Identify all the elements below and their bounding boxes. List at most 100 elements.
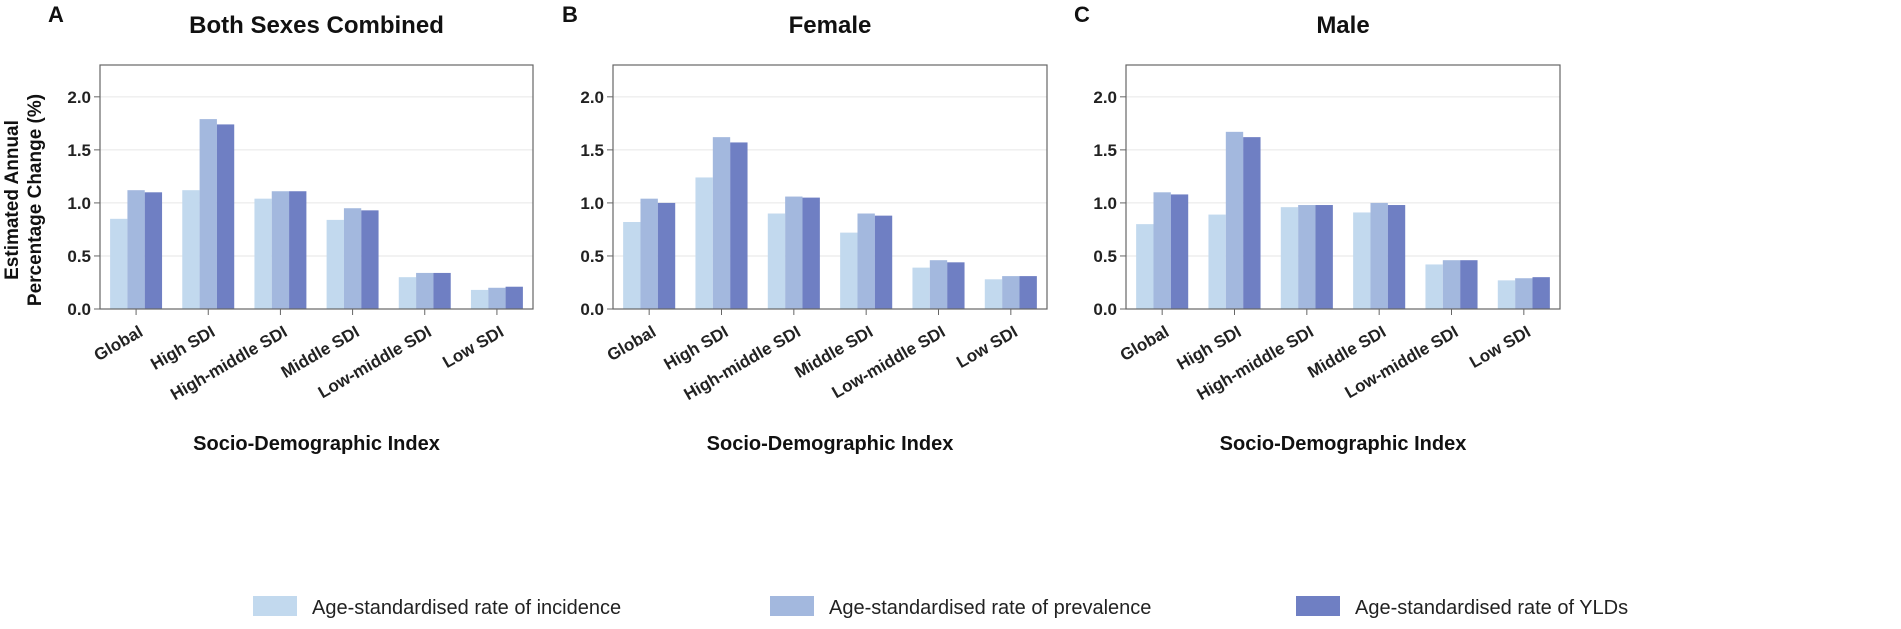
- bar-C-incidence-1: [1208, 214, 1226, 309]
- x-tick-label: Global: [91, 322, 146, 365]
- bar-B-prevalence-2: [785, 196, 803, 309]
- panels: A Both Sexes Combined 0.0 0.5 1.0 1.5 2.0 Globa…: [48, 2, 1561, 455]
- bar-B-prevalence-5: [1002, 276, 1020, 309]
- bar-B-prevalence-0: [640, 198, 658, 309]
- x-axis-label-B: Socio-Demographic Index: [707, 433, 954, 455]
- bar-C-incidence-3: [1353, 212, 1371, 309]
- y-tick-label: 2.0: [580, 88, 604, 107]
- bar-B-ylds-0: [657, 202, 676, 309]
- panel-title-C: Male: [1316, 12, 1369, 39]
- legend-label-ylds: Age-standardised rate of YLDs: [1355, 597, 1628, 619]
- legend: Age-standardised rate of incidence Age-s…: [253, 596, 1628, 619]
- y-tick-label: 0.0: [580, 300, 604, 319]
- bar-A-ylds-1: [216, 124, 235, 309]
- y-tick-label: 1.5: [67, 141, 91, 160]
- panel-letter-C: C: [1074, 2, 1090, 27]
- plot-frame: [99, 64, 534, 310]
- bar-B-ylds-3: [874, 215, 893, 309]
- bar-C-ylds-2: [1315, 205, 1333, 309]
- y-tick-label: 0.0: [67, 300, 91, 319]
- bar-A-prevalence-1: [199, 119, 217, 309]
- y-tick-label: 1.5: [1093, 141, 1117, 160]
- bar-A-incidence-1: [182, 190, 200, 309]
- bar-B-ylds-2: [802, 197, 820, 309]
- y-axis-label-line1: Estimated Annual: [2, 120, 23, 280]
- bar-B-incidence-1: [695, 177, 713, 309]
- bar-B-incidence-0: [623, 222, 641, 309]
- bar-C-ylds-1: [1243, 137, 1261, 309]
- bar-C-incidence-2: [1280, 207, 1299, 309]
- bar-C-prevalence-5: [1515, 278, 1533, 309]
- bar-A-prevalence-5: [488, 287, 506, 309]
- bar-B-incidence-2: [767, 213, 786, 309]
- bar-B-ylds-5: [1019, 276, 1037, 309]
- legend-swatch-prevalence: [770, 596, 814, 616]
- x-tick-label: Low SDI: [439, 322, 507, 372]
- bar-C-ylds-0: [1170, 194, 1189, 309]
- panel-letter-A: A: [48, 2, 64, 27]
- bar-A-prevalence-3: [343, 208, 362, 309]
- bar-A-incidence-0: [110, 218, 128, 309]
- bar-A-incidence-2: [254, 198, 272, 309]
- bar-A-incidence-5: [470, 289, 489, 309]
- bar-C-incidence-5: [1497, 280, 1516, 309]
- bar-C-prevalence-0: [1153, 192, 1171, 309]
- bar-A-incidence-3: [326, 219, 344, 309]
- bar-A-ylds-4: [433, 272, 451, 309]
- legend-swatch-incidence: [253, 596, 297, 616]
- bar-B-ylds-4: [947, 262, 965, 309]
- y-axis-label-line2: Percentage Change (%): [25, 94, 46, 306]
- bar-C-incidence-4: [1425, 264, 1443, 309]
- y-tick-label: 2.0: [67, 88, 91, 107]
- x-tick-label: Low SDI: [1466, 322, 1534, 372]
- legend-swatch-ylds: [1296, 596, 1340, 616]
- bar-A-prevalence-2: [271, 191, 290, 309]
- bar-C-ylds-3: [1387, 205, 1406, 309]
- y-tick-label: 0.5: [580, 247, 604, 266]
- y-tick-label: 0.5: [1093, 247, 1117, 266]
- legend-label-incidence: Age-standardised rate of incidence: [312, 597, 621, 619]
- y-tick-label: 2.0: [1093, 88, 1117, 107]
- x-tick-label: Global: [604, 322, 659, 365]
- plot-frame: [1125, 64, 1561, 310]
- plot-frame: [612, 64, 1048, 310]
- bar-C-ylds-4: [1460, 260, 1478, 309]
- bar-A-ylds-3: [361, 210, 379, 309]
- bar-B-prevalence-1: [712, 137, 731, 309]
- x-tick-label: Low SDI: [953, 322, 1021, 372]
- y-tick-label: 1.0: [67, 194, 91, 213]
- bar-C-prevalence-4: [1442, 260, 1461, 309]
- bar-A-incidence-4: [398, 277, 417, 309]
- bar-B-ylds-1: [730, 142, 748, 309]
- panel-title-B: Female: [789, 12, 872, 39]
- y-tick-label: 0.0: [1093, 300, 1117, 319]
- bar-A-ylds-0: [144, 192, 163, 309]
- bar-A-ylds-2: [289, 191, 307, 309]
- y-tick-label: 1.0: [580, 194, 604, 213]
- bar-A-prevalence-4: [416, 272, 434, 309]
- panel-letter-B: B: [562, 2, 578, 27]
- x-tick-label: Global: [1117, 322, 1172, 365]
- legend-label-prevalence: Age-standardised rate of prevalence: [829, 597, 1151, 619]
- bar-C-prevalence-1: [1225, 131, 1244, 309]
- x-axis-label-C: Socio-Demographic Index: [1220, 433, 1467, 455]
- y-tick-label: 1.5: [580, 141, 604, 160]
- panel-title-A: Both Sexes Combined: [189, 12, 444, 39]
- bar-C-prevalence-2: [1298, 205, 1316, 309]
- bar-C-incidence-0: [1136, 224, 1154, 309]
- bar-A-ylds-5: [505, 286, 523, 309]
- bar-C-ylds-5: [1532, 277, 1550, 309]
- bar-B-incidence-3: [840, 232, 858, 309]
- bar-B-prevalence-4: [929, 260, 948, 309]
- y-tick-label: 1.0: [1093, 194, 1117, 213]
- bar-B-prevalence-3: [857, 213, 875, 309]
- y-tick-label: 0.5: [67, 247, 91, 266]
- bar-C-prevalence-3: [1370, 202, 1388, 309]
- bar-B-incidence-4: [912, 267, 930, 309]
- panel-A: A Both Sexes Combined 0.0 0.5 1.0 1.5 2.0 Globa…: [48, 2, 534, 455]
- bar-A-prevalence-0: [127, 190, 145, 309]
- x-axis-label-A: Socio-Demographic Index: [193, 433, 440, 455]
